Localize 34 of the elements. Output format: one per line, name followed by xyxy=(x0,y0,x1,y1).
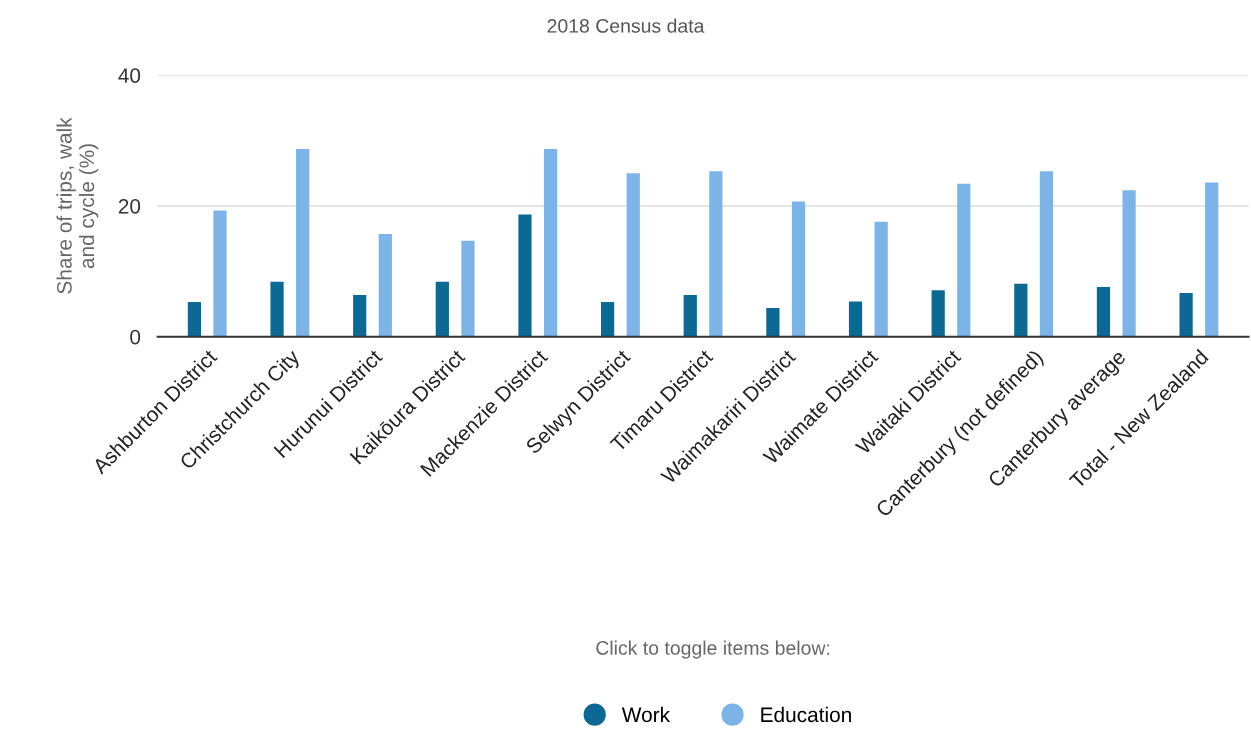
bar xyxy=(213,210,227,337)
bar xyxy=(957,183,971,337)
legend-label: Education xyxy=(761,706,851,723)
bar xyxy=(874,221,888,337)
bar xyxy=(791,201,806,337)
bar xyxy=(848,301,863,337)
y-tick-label: 20 xyxy=(118,198,141,214)
bar xyxy=(1205,182,1219,337)
y-tick-label: 40 xyxy=(118,68,141,83)
bar xyxy=(709,171,723,337)
bar xyxy=(766,307,780,337)
bar xyxy=(1122,190,1136,337)
bar xyxy=(1039,171,1054,337)
bar xyxy=(518,214,532,337)
bar xyxy=(435,281,449,337)
legend-label: Work xyxy=(621,706,671,723)
bar xyxy=(1014,283,1028,337)
bar xyxy=(296,149,310,337)
bar xyxy=(270,281,284,337)
bar xyxy=(626,173,640,337)
bar xyxy=(461,240,475,337)
bar xyxy=(683,294,697,337)
text: Click to toggle items below: xyxy=(596,640,830,659)
bar xyxy=(601,302,615,337)
y-tick-label: 0 xyxy=(130,329,141,345)
bar xyxy=(543,149,558,337)
chart-title: 2018 Census data xyxy=(547,18,705,33)
bar xyxy=(187,302,202,337)
bar xyxy=(1096,287,1111,337)
bar xyxy=(378,234,392,337)
y-axis-title: Share of trips, walk and cycle (%) xyxy=(56,117,99,294)
bar xyxy=(931,290,945,337)
bar xyxy=(1179,292,1193,337)
bar xyxy=(353,294,367,337)
